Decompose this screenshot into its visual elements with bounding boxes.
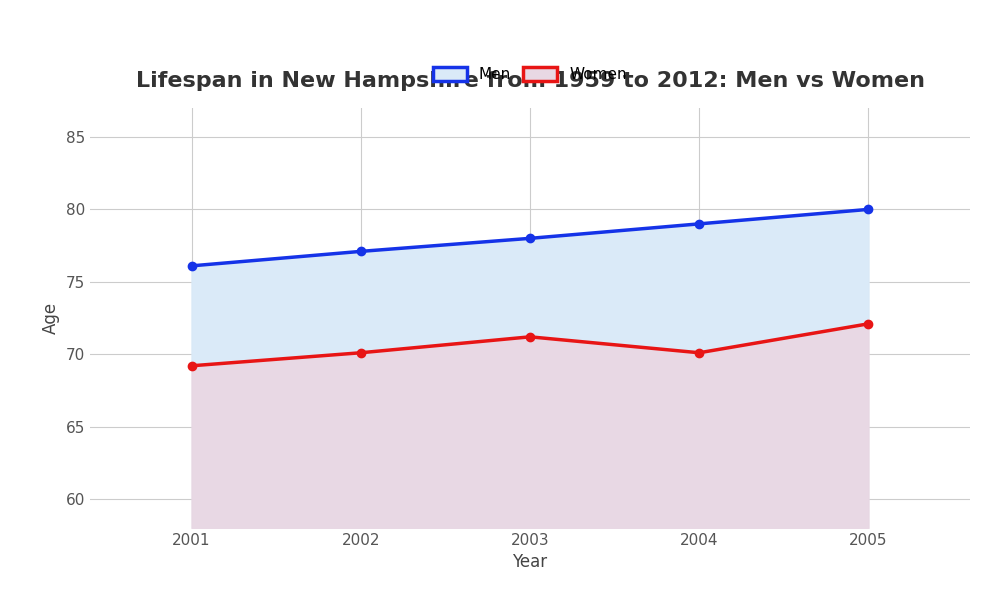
Legend: Men, Women: Men, Women xyxy=(427,61,633,88)
Y-axis label: Age: Age xyxy=(42,302,60,334)
X-axis label: Year: Year xyxy=(512,553,548,571)
Title: Lifespan in New Hampshire from 1959 to 2012: Men vs Women: Lifespan in New Hampshire from 1959 to 2… xyxy=(136,71,924,91)
